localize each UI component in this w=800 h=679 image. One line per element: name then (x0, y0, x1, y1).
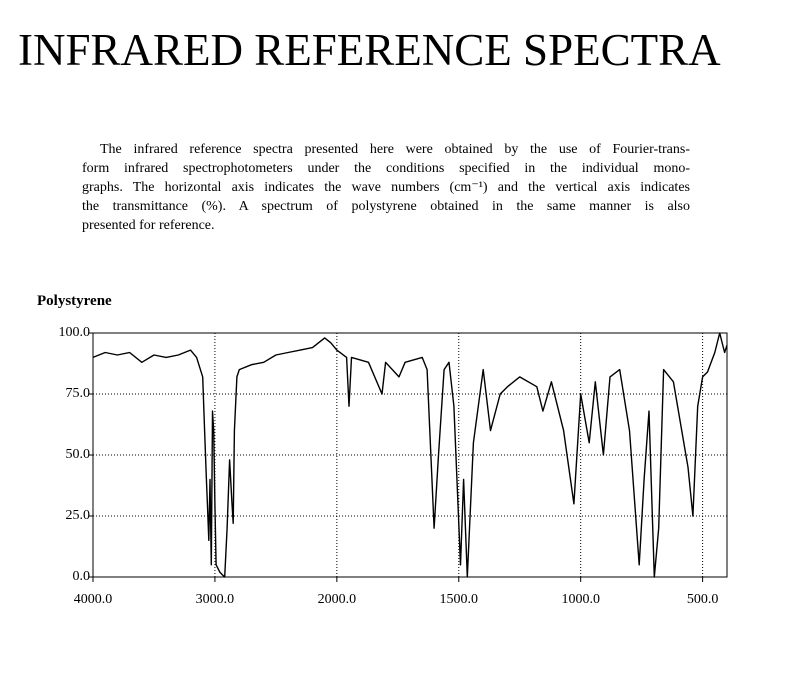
y-tick-label: 50.0 (66, 447, 91, 462)
x-tick-label: 3000.0 (196, 592, 235, 607)
y-tick-label: 25.0 (66, 508, 91, 523)
text-line: The infrared reference spectra presented… (100, 142, 690, 157)
intro-paragraph: The infrared reference spectra presented… (82, 140, 690, 235)
y-tick-label: 75.0 (66, 386, 91, 401)
spectrum-line (92, 332, 728, 578)
x-tick-label: 1500.0 (440, 592, 479, 607)
y-tick-label: 0.0 (73, 569, 91, 584)
x-tick-label: 2000.0 (318, 592, 357, 607)
page-title: INFRARED REFERENCE SPECTRA (18, 25, 721, 75)
chart-title: Polystyrene (37, 293, 112, 309)
x-tick-label: 4000.0 (74, 592, 113, 607)
y-tick-label: 100.0 (59, 325, 91, 340)
x-tick-label: 1000.0 (561, 592, 600, 607)
text-line: presented for reference. (82, 218, 215, 233)
x-tick-label: 500.0 (687, 592, 719, 607)
text-line: the transmittance (%). A spectrum of pol… (82, 199, 690, 214)
text-line: graphs. The horizontal axis indicates th… (82, 180, 690, 195)
text-line: form infrared spectrophotometers under t… (82, 161, 690, 176)
